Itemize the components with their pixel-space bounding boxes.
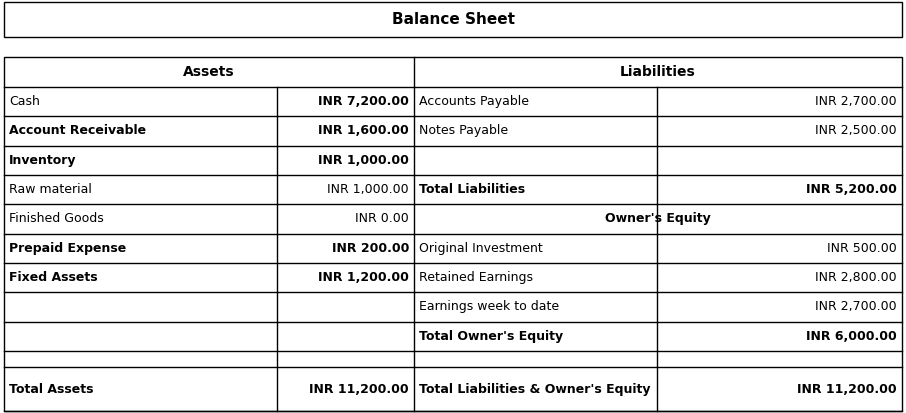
Text: INR 11,200.00: INR 11,200.00 <box>309 382 409 396</box>
Text: Assets: Assets <box>183 65 235 79</box>
Text: Fixed Assets: Fixed Assets <box>9 271 98 284</box>
Text: INR 1,000.00: INR 1,000.00 <box>327 183 409 196</box>
Text: INR 5,200.00: INR 5,200.00 <box>806 183 897 196</box>
Text: INR 6,000.00: INR 6,000.00 <box>806 330 897 343</box>
Text: INR 7,200.00: INR 7,200.00 <box>318 95 409 108</box>
Bar <box>4 2 902 37</box>
Text: INR 2,700.00: INR 2,700.00 <box>815 300 897 313</box>
Text: INR 2,800.00: INR 2,800.00 <box>815 271 897 284</box>
Text: Earnings week to date: Earnings week to date <box>419 300 559 313</box>
Text: Total Owner's Equity: Total Owner's Equity <box>419 330 564 343</box>
Bar <box>4 57 902 411</box>
Text: Retained Earnings: Retained Earnings <box>419 271 533 284</box>
Text: INR 1,000.00: INR 1,000.00 <box>318 154 409 167</box>
Text: Total Liabilities: Total Liabilities <box>419 183 525 196</box>
Text: INR 200.00: INR 200.00 <box>332 242 409 255</box>
Text: Notes Payable: Notes Payable <box>419 124 508 138</box>
Text: Original Investment: Original Investment <box>419 242 543 255</box>
Text: Owner's Equity: Owner's Equity <box>605 212 711 225</box>
Text: Cash: Cash <box>9 95 40 108</box>
Text: INR 2,500.00: INR 2,500.00 <box>815 124 897 138</box>
Text: INR 11,200.00: INR 11,200.00 <box>797 382 897 396</box>
Text: Inventory: Inventory <box>9 154 76 167</box>
Text: Accounts Payable: Accounts Payable <box>419 95 529 108</box>
Text: Raw material: Raw material <box>9 183 92 196</box>
Text: Total Assets: Total Assets <box>9 382 93 396</box>
Text: INR 1,200.00: INR 1,200.00 <box>318 271 409 284</box>
Text: Finished Goods: Finished Goods <box>9 212 104 225</box>
Text: Liabilities: Liabilities <box>620 65 696 79</box>
Text: Total Liabilities & Owner's Equity: Total Liabilities & Owner's Equity <box>419 382 651 396</box>
Text: INR 2,700.00: INR 2,700.00 <box>815 95 897 108</box>
Text: Prepaid Expense: Prepaid Expense <box>9 242 126 255</box>
Text: INR 1,600.00: INR 1,600.00 <box>318 124 409 138</box>
Text: INR 0.00: INR 0.00 <box>355 212 409 225</box>
Text: Balance Sheet: Balance Sheet <box>391 12 515 27</box>
Text: Account Receivable: Account Receivable <box>9 124 146 138</box>
Text: INR 500.00: INR 500.00 <box>827 242 897 255</box>
